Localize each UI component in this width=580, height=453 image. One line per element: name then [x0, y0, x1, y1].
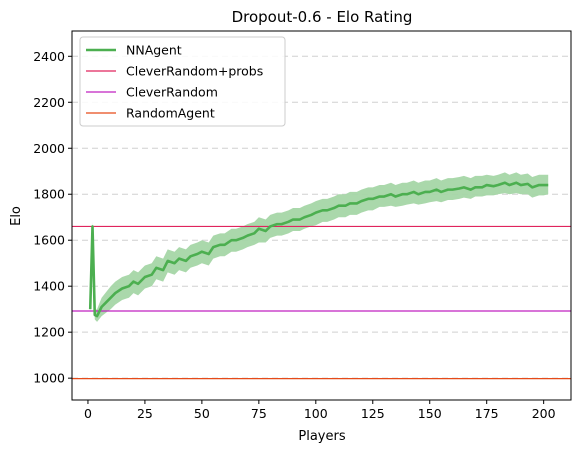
x-tick-label: 75 — [251, 406, 267, 421]
x-tick-label: 0 — [84, 406, 92, 421]
y-axis-ticks: 1000 1200 1400 1600 1800 2000 2200 2400 — [33, 49, 72, 386]
y-axis-label: Elo — [9, 206, 24, 226]
legend-label: CleverRandom+probs — [126, 64, 263, 79]
y-tick-label: 1800 — [33, 187, 65, 202]
y-tick-label: 2400 — [33, 49, 65, 64]
legend-label: CleverRandom — [126, 85, 218, 100]
x-tick-label: 200 — [532, 406, 556, 421]
x-tick-label: 150 — [418, 406, 442, 421]
x-tick-label: 175 — [475, 406, 499, 421]
x-tick-label: 125 — [361, 406, 385, 421]
chart-title: Dropout-0.6 - Elo Rating — [232, 8, 413, 26]
y-tick-label: 1600 — [33, 233, 65, 248]
nnagent-band — [90, 172, 549, 322]
x-tick-label: 50 — [194, 406, 210, 421]
legend-label: RandomAgent — [126, 106, 215, 121]
y-tick-label: 2200 — [33, 95, 65, 110]
series-lines — [88, 181, 549, 318]
x-tick-label: 100 — [304, 406, 328, 421]
x-axis-ticks: 0 25 50 75 100 125 150 175 200 — [84, 400, 556, 421]
y-tick-label: 2000 — [33, 141, 65, 156]
x-tick-label: 25 — [137, 406, 153, 421]
legend-label: NNAgent — [126, 43, 182, 58]
plot-frame — [71, 30, 572, 401]
confidence-band — [90, 172, 549, 322]
y-tick-label: 1400 — [33, 279, 65, 294]
nnagent-line — [88, 181, 549, 318]
reference-lines — [72, 225, 571, 380]
y-tick-label: 1000 — [33, 371, 65, 386]
x-axis-label: Players — [298, 429, 345, 444]
legend: NNAgent CleverRandom+probs CleverRandom Ran… — [79, 36, 286, 127]
y-tick-label: 1200 — [33, 325, 65, 340]
legend-box — [79, 36, 286, 127]
